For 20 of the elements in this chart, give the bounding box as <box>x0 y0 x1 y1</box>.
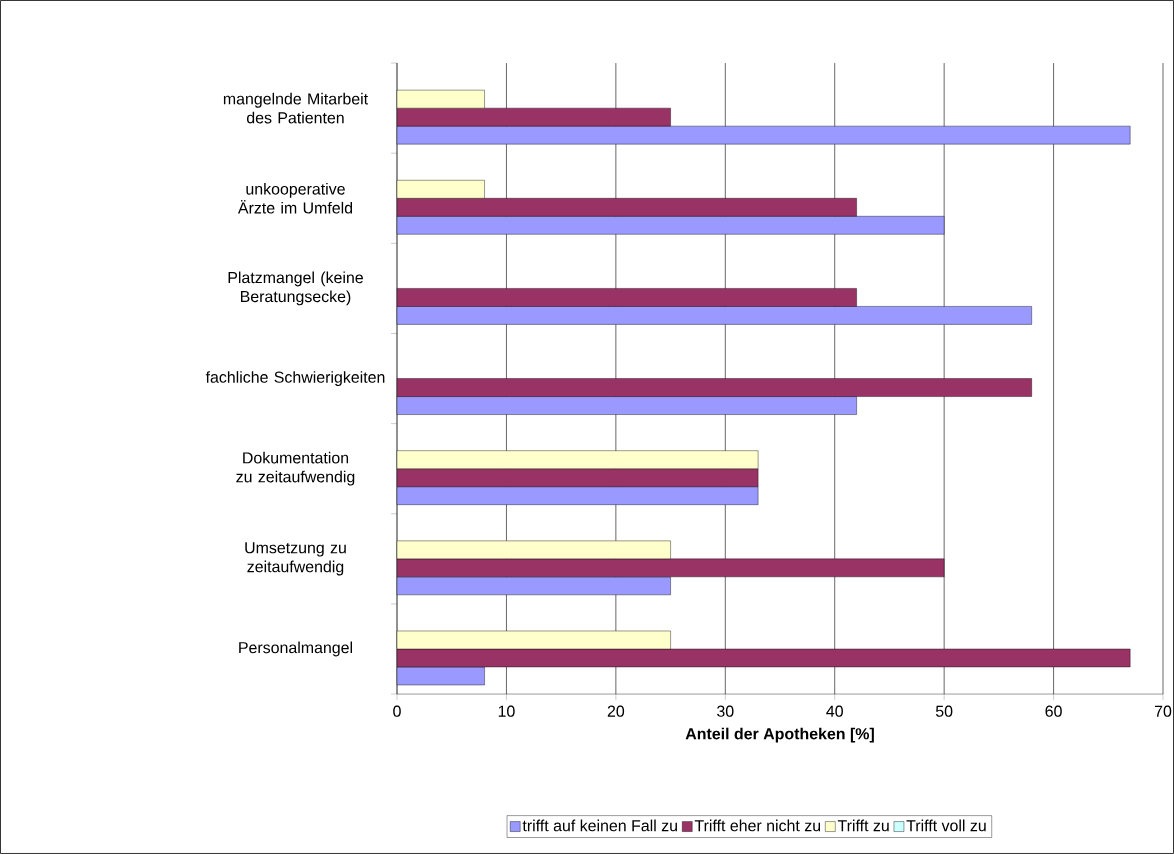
x-tick-label: 0 <box>393 705 401 717</box>
y-tick-label: Platzmangel (keine Beratungsecke) <box>228 271 363 306</box>
x-tick-label: 30 <box>717 705 734 717</box>
y-tick-label: Personalmangel <box>239 641 352 657</box>
legend-label: Trifft eher nicht zu <box>694 819 821 832</box>
y-tick-label: mangelnde Mitarbeit des Patienten <box>223 92 368 124</box>
y-tick-label: Umsetzung zu zeitaufwendig <box>245 542 346 576</box>
legend-label: Trifft zu <box>837 819 889 832</box>
legend-label: trifft auf keinen Fall zu <box>522 819 677 832</box>
y-tick-label: fachliche Schwierigkeiten <box>205 371 385 386</box>
x-tick-label: 40 <box>826 705 843 717</box>
legend-label: Trifft voll zu <box>906 819 986 832</box>
y-tick-label: Dokumentation zu zeitaufwendig <box>236 451 355 486</box>
x-tick-label: 50 <box>935 705 953 717</box>
x-tick-label: 10 <box>498 705 515 717</box>
y-tick-label: unkooperative Ärzte im Umfeld <box>237 182 353 214</box>
x-tick-label: 60 <box>1045 705 1062 717</box>
x-axis-title: Anteil der Apotheken [%] <box>685 727 874 743</box>
x-tick-label: 70 <box>1154 705 1172 717</box>
x-tick-label: 20 <box>607 705 625 717</box>
